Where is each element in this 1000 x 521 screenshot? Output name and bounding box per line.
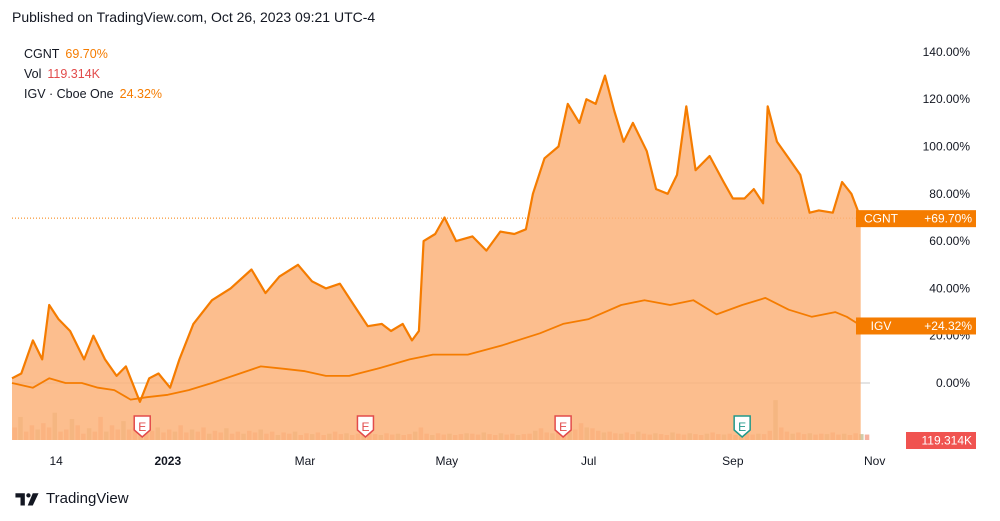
legend-value: 119.314K	[47, 67, 100, 81]
earnings-marker	[733, 415, 751, 438]
igv-tag-value: +24.32%	[924, 319, 972, 333]
legend-item-igv[interactable]: IGV · Cboe One 24.32%	[24, 84, 162, 104]
y-tick-label: 60.00%	[929, 234, 970, 248]
volume-bar	[864, 434, 870, 440]
legend-item-cgnt[interactable]: CGNT 69.70%	[24, 44, 162, 64]
published-caption: Published on TradingView.com, Oct 26, 20…	[12, 9, 376, 25]
legend-symbol: IGV · Cboe One	[24, 87, 114, 101]
x-tick-label: Jul	[581, 454, 596, 468]
series-area-cgnt	[12, 75, 861, 440]
volume-tag-value-box	[906, 432, 976, 449]
earnings-marker	[356, 415, 375, 438]
volume-tag-value: 119.314K	[922, 434, 973, 448]
volume-bar	[859, 434, 864, 440]
chart-area[interactable]: E E E E 140.00% 120.00% 100.00% 80.00% 60.00% 40.…	[11, 36, 986, 472]
cgnt-tag-value: +69.70%	[924, 212, 972, 226]
igv-tag-value-box	[906, 317, 976, 335]
y-tick-label: 140.00%	[923, 45, 971, 59]
brand-name: TradingView	[46, 490, 129, 507]
cgnt-tag-value-box	[906, 210, 976, 228]
earnings-marker-label: E	[559, 420, 567, 434]
y-tick-label: 0.00%	[936, 376, 970, 390]
chart-legend: CGNT 69.70% Vol 119.314K IGV · Cboe One 24.…	[24, 44, 162, 104]
earnings-marker-label: E	[138, 420, 146, 434]
legend-symbol: Vol	[24, 67, 42, 81]
legend-value: 24.32%	[119, 87, 163, 101]
igv-tag-symbol-box	[856, 317, 906, 335]
chart-canvas[interactable]: E E E E140.00%120.00%100.00%80.00%60.00%40.…	[11, 36, 986, 472]
cgnt-tag-symbol-box	[856, 210, 906, 228]
series-line-igv	[11, 297, 862, 401]
igv-tag-symbol: IGV	[871, 319, 892, 333]
x-tick-label: 2023	[154, 454, 181, 468]
tradingview-logo-icon	[15, 492, 39, 505]
cgnt-tag-symbol: CGNT	[864, 212, 899, 226]
y-tick-label: 120.00%	[923, 92, 971, 106]
x-tick-label: 14	[50, 454, 64, 468]
y-tick-label: 80.00%	[929, 187, 970, 201]
y-tick-label: 100.00%	[923, 140, 971, 154]
x-tick-label: Sep	[722, 454, 744, 468]
x-tick-label: Mar	[295, 454, 316, 468]
legend-item-volume[interactable]: Vol 119.314K	[24, 64, 162, 84]
series-line-cgnt	[11, 74, 862, 403]
x-tick-label: Nov	[864, 454, 885, 468]
legend-symbol: CGNT	[24, 47, 60, 61]
y-tick-label: 40.00%	[929, 281, 970, 295]
earnings-marker-label: E	[738, 420, 746, 434]
tradingview-brand[interactable]: TradingView	[14, 490, 129, 507]
x-tick-label: May	[436, 454, 459, 468]
earnings-marker	[554, 415, 572, 438]
legend-value: 69.70%	[65, 47, 108, 61]
earnings-marker-label: E	[361, 420, 369, 434]
earnings-marker	[133, 415, 151, 438]
